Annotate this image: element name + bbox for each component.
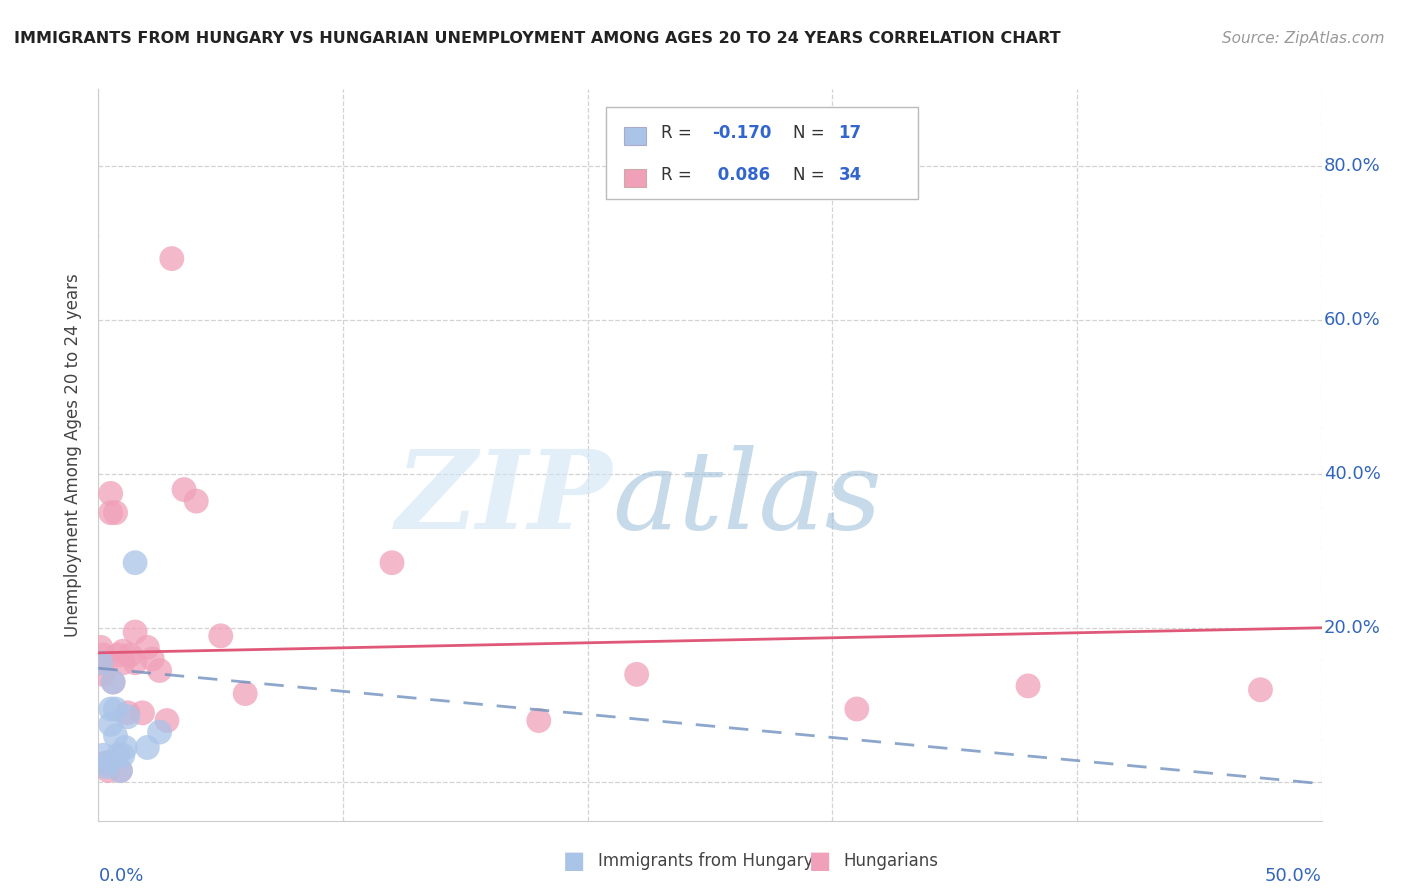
Point bbox=[91, 748, 114, 763]
Point bbox=[94, 760, 117, 774]
FancyBboxPatch shape bbox=[624, 169, 647, 187]
Text: 60.0%: 60.0% bbox=[1324, 311, 1381, 329]
Point bbox=[626, 667, 648, 681]
Text: R =: R = bbox=[661, 124, 697, 142]
Point bbox=[100, 486, 122, 500]
Text: 0.086: 0.086 bbox=[713, 166, 770, 184]
Point bbox=[91, 667, 114, 681]
Text: N =: N = bbox=[793, 166, 830, 184]
Point bbox=[845, 702, 868, 716]
Text: Immigrants from Hungary: Immigrants from Hungary bbox=[598, 852, 813, 870]
Point bbox=[107, 748, 129, 763]
Point bbox=[100, 702, 122, 716]
Point bbox=[136, 640, 159, 655]
Point bbox=[90, 656, 112, 670]
Point bbox=[120, 648, 142, 662]
Point bbox=[233, 687, 256, 701]
Point bbox=[117, 709, 139, 723]
FancyBboxPatch shape bbox=[606, 108, 918, 199]
Text: -0.170: -0.170 bbox=[713, 124, 772, 142]
Text: Source: ZipAtlas.com: Source: ZipAtlas.com bbox=[1222, 31, 1385, 46]
Point bbox=[156, 714, 179, 728]
Point bbox=[124, 656, 146, 670]
Text: 34: 34 bbox=[838, 166, 862, 184]
Text: 40.0%: 40.0% bbox=[1324, 465, 1381, 483]
Point bbox=[101, 675, 124, 690]
Point bbox=[104, 506, 127, 520]
Point bbox=[1249, 682, 1271, 697]
Point bbox=[97, 756, 120, 770]
Point bbox=[124, 625, 146, 640]
Point bbox=[173, 483, 195, 497]
Point bbox=[97, 764, 120, 778]
Point bbox=[94, 756, 117, 770]
Point bbox=[100, 717, 122, 731]
Point bbox=[104, 702, 127, 716]
Point bbox=[110, 764, 132, 778]
Point bbox=[124, 556, 146, 570]
Text: ZIP: ZIP bbox=[395, 445, 612, 552]
Point bbox=[111, 656, 134, 670]
Point bbox=[141, 652, 163, 666]
Point bbox=[131, 706, 153, 720]
Text: 50.0%: 50.0% bbox=[1265, 867, 1322, 885]
Text: 17: 17 bbox=[838, 124, 862, 142]
Point bbox=[381, 556, 404, 570]
Point bbox=[104, 729, 127, 743]
Point bbox=[101, 675, 124, 690]
Text: ■: ■ bbox=[562, 849, 585, 872]
Point bbox=[107, 648, 129, 662]
Point bbox=[209, 629, 232, 643]
Point bbox=[100, 506, 122, 520]
Text: Hungarians: Hungarians bbox=[844, 852, 939, 870]
Point bbox=[110, 764, 132, 778]
Text: 80.0%: 80.0% bbox=[1324, 157, 1381, 175]
Y-axis label: Unemployment Among Ages 20 to 24 years: Unemployment Among Ages 20 to 24 years bbox=[65, 273, 83, 637]
Point bbox=[111, 748, 134, 763]
Text: 0.0%: 0.0% bbox=[98, 867, 143, 885]
Point bbox=[91, 648, 114, 662]
Point bbox=[1017, 679, 1039, 693]
FancyBboxPatch shape bbox=[624, 127, 647, 145]
Point bbox=[160, 252, 183, 266]
Text: ■: ■ bbox=[808, 849, 831, 872]
Point bbox=[527, 714, 550, 728]
Text: 20.0%: 20.0% bbox=[1324, 619, 1381, 637]
Point bbox=[114, 740, 136, 755]
Text: atlas: atlas bbox=[612, 445, 882, 552]
Text: N =: N = bbox=[793, 124, 830, 142]
Point bbox=[136, 740, 159, 755]
Point bbox=[111, 644, 134, 658]
Point bbox=[90, 640, 112, 655]
Text: R =: R = bbox=[661, 166, 697, 184]
Text: IMMIGRANTS FROM HUNGARY VS HUNGARIAN UNEMPLOYMENT AMONG AGES 20 TO 24 YEARS CORR: IMMIGRANTS FROM HUNGARY VS HUNGARIAN UNE… bbox=[14, 31, 1060, 46]
Point bbox=[149, 664, 172, 678]
Point bbox=[186, 494, 208, 508]
Point bbox=[149, 725, 172, 739]
Point bbox=[90, 656, 112, 670]
Point bbox=[117, 706, 139, 720]
